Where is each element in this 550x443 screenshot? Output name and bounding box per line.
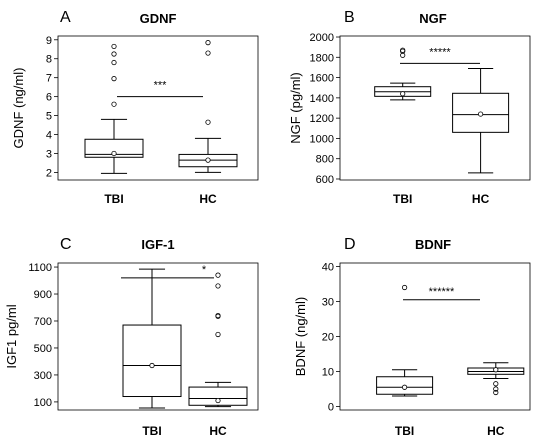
y-tick-label: 10 [322,367,334,379]
y-tick-label: 3 [46,148,52,160]
mean-marker [215,397,221,404]
outlier-point [111,101,117,107]
significance-stars: * [202,264,207,276]
outlier-point [493,381,499,387]
y-tick-label: 1000 [310,133,334,145]
outlier-point [215,331,221,338]
box-iqr [84,138,144,158]
y-tick-label: 6 [46,92,52,104]
panel-title: IGF-1 [141,237,174,252]
outlier-point [401,284,408,291]
y-tick-label: 600 [316,174,334,186]
box-hc [467,362,525,396]
box-tbi [374,47,432,101]
x-category-label: TBI [142,424,161,438]
y-tick-label: 1100 [28,262,52,274]
plot-frame [339,35,531,181]
x-category-label: HC [472,192,490,206]
x-category-label: TBI [395,424,414,438]
box-iqr [122,324,182,398]
mean-marker [493,367,499,373]
outlier-point [111,59,117,66]
x-category-label: TBI [104,192,123,206]
y-tick-label: 500 [34,343,52,355]
outlier-point [215,312,221,319]
x-category-label: HC [209,424,227,438]
box-tbi [376,284,434,397]
panel-letter: C [60,236,72,253]
y-tick-label: 2000 [310,32,334,44]
y-tick-label: 8 [46,54,52,66]
panel-title: NGF [419,11,447,26]
mean-marker [400,91,406,97]
mean-marker [401,384,408,390]
box-hc [452,67,510,174]
panel-d: D BDNF BDNF (ng/ml) 0 10 20 30 40 TBI HC ****** [293,236,531,438]
y-tick-label: 4 [46,130,52,142]
y-axis-label: IGF1 pg/ml [4,304,19,368]
outlier-point [205,40,211,46]
outlier-point [111,43,117,50]
y-tick-label: 800 [316,154,334,166]
y-tick-label: 40 [322,262,334,274]
y-tick-label: 2 [46,167,52,179]
panel-a: A GDNF GDNF (ng/ml) 2 3 4 5 6 7 8 9 TBI HC *** [11,9,259,206]
significance-stars: *** [154,80,168,92]
y-tick-label: 1800 [310,52,334,64]
x-category-label: HC [487,424,505,438]
significance-stars: ***** [429,46,451,58]
panel-c: C IGF-1 IGF1 pg/ml 100 300 500 700 900 1100 TBI HC… [4,236,259,438]
box-hc [188,272,248,408]
y-tick-label: 1200 [310,113,334,125]
mean-marker [205,157,211,163]
y-tick-label: 1400 [310,93,334,105]
box-tbi [84,43,144,174]
y-tick-label: 700 [34,316,52,328]
y-tick-label: 30 [322,297,334,309]
plot-frame [57,262,259,411]
panel-b: B NGF NGF (pg/ml) 600 800 1000 1200 1400 1600 180… [288,9,531,206]
mean-marker [149,362,155,369]
y-tick-label: 5 [46,111,52,123]
y-tick-label: 300 [34,370,52,382]
plot-frame [57,35,259,181]
y-tick-label: 7 [46,73,52,85]
y-axis-label: NGF (pg/ml) [288,72,303,144]
mean-marker [111,150,117,157]
y-tick-label: 1600 [310,73,334,85]
panel-letter: D [344,236,356,253]
y-tick-label: 100 [34,397,52,409]
box-iqr [188,386,248,406]
panel-letter: A [60,9,71,26]
mean-marker [477,111,484,117]
outlier-point [215,283,221,289]
y-tick-label: 20 [322,332,334,344]
outlier-point [205,119,211,125]
x-category-label: TBI [393,192,412,206]
panel-letter: B [344,9,355,26]
outlier-point [111,76,117,82]
box-tbi [122,268,182,409]
outlier-point [400,47,406,53]
panel-title: BDNF [415,237,451,252]
x-category-label: HC [199,192,217,206]
y-axis-label: GDNF (ng/ml) [11,68,26,149]
outlier-point [111,51,117,57]
outlier-point [493,389,499,396]
outlier-point [205,50,211,56]
outlier-point [493,386,499,392]
outlier-point [215,272,221,278]
box-hc [178,40,238,173]
panel-title: GDNF [140,11,177,26]
significance-stars: ****** [429,286,455,298]
y-tick-label: 0 [328,402,334,414]
y-tick-label: 900 [34,289,52,301]
y-tick-label: 9 [46,35,52,47]
y-axis-label: BDNF (ng/ml) [293,297,308,376]
